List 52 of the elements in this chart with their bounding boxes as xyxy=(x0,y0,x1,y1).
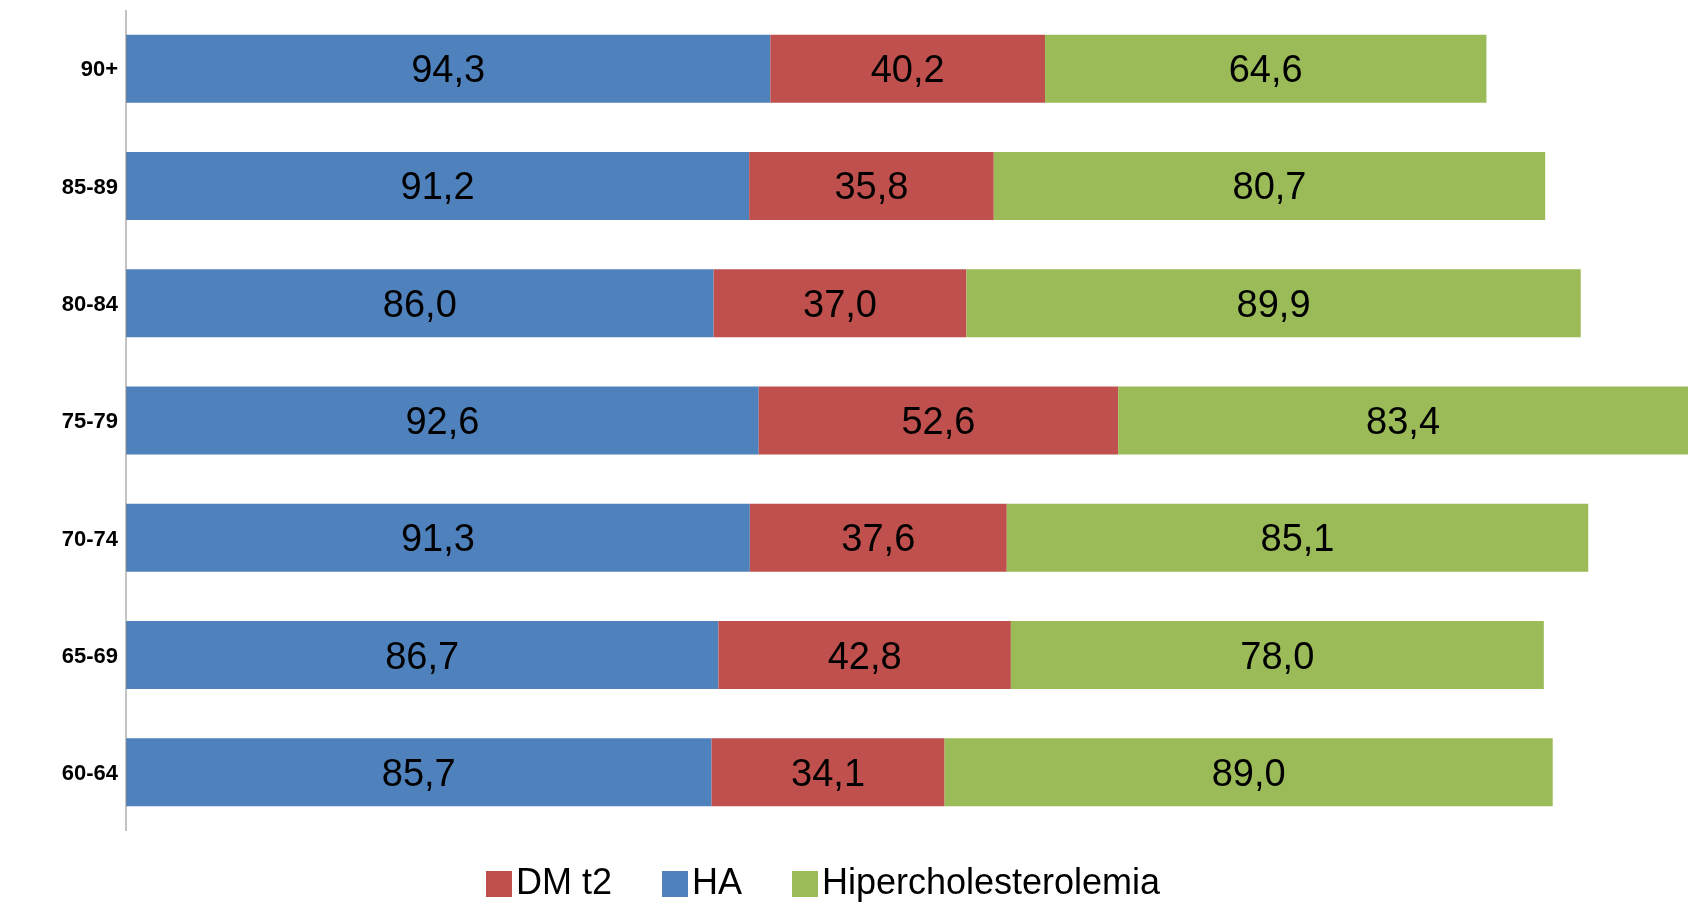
y-tick-label: 70-74 xyxy=(61,525,119,551)
bar xyxy=(966,269,1581,338)
bar xyxy=(711,738,945,807)
data-label: 37,0 xyxy=(803,282,878,325)
legend-label: Hipercholesterolemia xyxy=(821,861,1161,902)
bar xyxy=(749,503,1007,572)
y-tick-label: 75-79 xyxy=(61,408,118,434)
bar xyxy=(713,269,967,338)
bar xyxy=(770,34,1046,103)
data-label: 40,2 xyxy=(870,48,945,91)
bar xyxy=(1118,386,1688,455)
bar xyxy=(126,269,714,338)
bar xyxy=(126,151,750,220)
data-label: 91,3 xyxy=(400,517,475,560)
y-tick-label: 60-64 xyxy=(61,760,119,786)
y-tick-label: 90+ xyxy=(80,56,118,82)
bar xyxy=(1010,621,1544,690)
bar xyxy=(126,386,759,455)
data-label: 34,1 xyxy=(791,751,866,794)
bar xyxy=(993,151,1546,220)
bar xyxy=(126,621,719,690)
data-label: 89,0 xyxy=(1211,751,1286,794)
data-label: 83,4 xyxy=(1366,399,1441,442)
y-tick-label: 80-84 xyxy=(61,291,119,317)
bar xyxy=(944,738,1553,807)
bar xyxy=(1045,34,1487,103)
bar xyxy=(758,386,1119,455)
y-tick-label: 65-69 xyxy=(61,642,118,668)
data-label: 78,0 xyxy=(1240,634,1315,677)
bar xyxy=(126,34,771,103)
data-label: 89,9 xyxy=(1236,282,1311,325)
bar xyxy=(126,503,750,572)
data-label: 37,6 xyxy=(841,517,916,560)
data-label: 91,2 xyxy=(400,165,475,208)
data-label: 42,8 xyxy=(827,634,902,677)
data-label: 52,6 xyxy=(901,399,976,442)
legend-label: DM t2 xyxy=(515,861,612,902)
data-label: 85,1 xyxy=(1260,517,1335,560)
data-label: 35,8 xyxy=(834,165,909,208)
bar xyxy=(749,151,994,220)
data-label: 80,7 xyxy=(1232,165,1307,208)
data-label: 86,7 xyxy=(385,634,460,677)
bar xyxy=(126,738,712,807)
data-label: 92,6 xyxy=(405,399,480,442)
data-label: 85,7 xyxy=(381,751,456,794)
y-tick-label: 85-89 xyxy=(61,173,118,199)
bar xyxy=(1006,503,1589,572)
data-label: 64,6 xyxy=(1228,48,1303,91)
data-label: 94,3 xyxy=(411,48,486,91)
legend-label: HA xyxy=(691,861,742,902)
bar xyxy=(718,621,1011,690)
data-label: 86,0 xyxy=(382,282,457,325)
